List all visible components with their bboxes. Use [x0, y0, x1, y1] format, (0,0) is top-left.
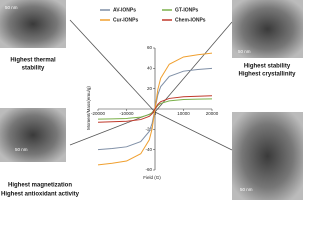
series-line — [97, 95, 213, 123]
caption: Highest thermal — [10, 58, 56, 64]
y-tick-label: -20 — [145, 127, 152, 132]
y-tick-label: 60 — [147, 45, 153, 50]
graphical-abstract: 50 nm 50 nm 50 nm 50 nm Highest thermal … — [0, 0, 303, 200]
legend-label: Cur-IONPs — [113, 17, 139, 23]
scale-label: 50 nm — [238, 49, 251, 54]
micrograph — [0, 108, 66, 162]
x-tick-label: -20000 — [91, 111, 106, 116]
y-tick-label: 20 — [147, 86, 153, 91]
x-tick-label: -10000 — [119, 111, 134, 116]
caption: Highest stability — [244, 64, 291, 70]
x-axis-label: Field (G) — [143, 175, 161, 180]
legend-label: GT-IONPs — [175, 7, 199, 13]
y-tick-label: 40 — [147, 66, 153, 71]
page: 50 nm 50 nm 50 nm 50 nm Highest thermal … — [0, 0, 303, 200]
scale-label: 50 nm — [15, 147, 28, 152]
legend-label: AV-IONPs — [113, 7, 136, 13]
caption: stability — [22, 66, 45, 72]
micrograph — [232, 112, 303, 200]
x-tick-label: 0 — [154, 111, 157, 116]
x-tick-label: 20000 — [206, 111, 219, 116]
scale-label: 50 nm — [240, 187, 253, 192]
y-tick-label: -60 — [145, 167, 152, 172]
micrograph — [232, 0, 303, 58]
caption: Highest magnetization — [8, 183, 72, 189]
scale-label: 50 nm — [5, 5, 18, 10]
y-tick-label: -40 — [145, 147, 152, 152]
y-axis-label: Moment/Mass(emu/g) — [86, 86, 91, 130]
legend-label: Chem-IONPs — [175, 17, 206, 23]
x-tick-label: 10000 — [177, 111, 190, 116]
caption: Highest crystallinity — [238, 72, 296, 78]
caption: Highest antioxidant activity — [1, 192, 80, 198]
micrograph — [0, 0, 66, 48]
